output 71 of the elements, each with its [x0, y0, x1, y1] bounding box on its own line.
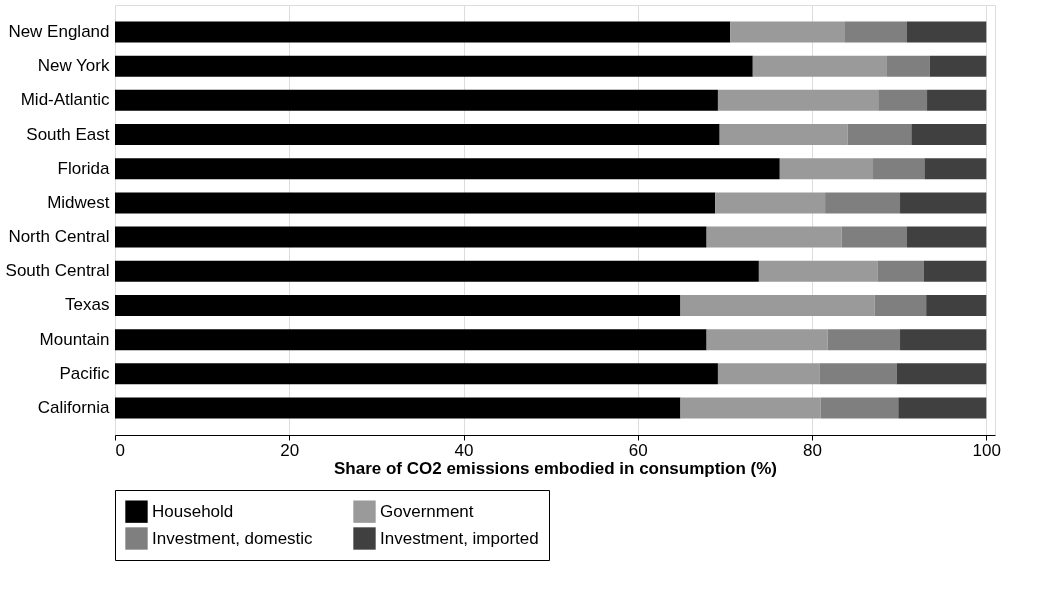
bar [706, 329, 828, 351]
bar [115, 158, 780, 180]
y-tick-label: Mountain [39, 329, 110, 349]
bar [820, 397, 899, 419]
y-tick-label: North Central [8, 227, 110, 247]
bar [877, 260, 924, 282]
bar [841, 226, 907, 248]
y-tick-label: New England [8, 22, 110, 41]
bar [878, 89, 928, 111]
bar [680, 294, 875, 316]
bar [924, 158, 987, 180]
bar [907, 21, 987, 43]
bar [115, 363, 718, 385]
bar [115, 21, 731, 43]
bar [923, 260, 987, 282]
bar [719, 124, 848, 146]
x-tick-label: 80 [803, 440, 822, 460]
x-tick-label: 20 [280, 440, 300, 460]
legend-label: Investment, imported [380, 528, 539, 548]
y-tick-label: Mid-Atlantic [20, 90, 110, 110]
bar [819, 363, 897, 385]
bar [927, 89, 987, 111]
bar [907, 226, 987, 248]
bar [752, 55, 887, 77]
y-tick-label: South Central [5, 261, 110, 281]
bar [779, 158, 874, 180]
bar [115, 397, 681, 419]
bar [715, 192, 826, 214]
y-tick-label: Texas [65, 295, 110, 315]
x-axis-title: Share of CO2 emissions embodied in consumption (%) [333, 458, 778, 478]
legend-label: Investment, domestic [152, 528, 314, 548]
bar [844, 21, 907, 43]
y-tick-label: California [37, 398, 111, 417]
bar [874, 294, 927, 316]
x-tick-label: 40 [454, 440, 474, 460]
bar [873, 158, 925, 180]
bar [730, 21, 845, 43]
y-tick-label: Florida [57, 158, 111, 178]
bar [115, 329, 707, 351]
x-tick-label: 0 [115, 440, 125, 460]
legend-label: Household [152, 501, 234, 521]
bar [896, 363, 987, 385]
y-tick-label: New York [37, 56, 110, 76]
bar [926, 294, 987, 316]
y-tick-label: Pacific [59, 363, 110, 383]
y-tick-label: Midwest [47, 192, 110, 212]
bar [825, 192, 901, 214]
x-tick-label: 100 [972, 440, 1001, 460]
x-tick-label: 60 [628, 440, 648, 460]
bar [115, 260, 759, 282]
bar [900, 329, 987, 351]
bar [115, 89, 718, 111]
bar [886, 55, 930, 77]
bar [911, 124, 987, 146]
legend-label: Government [380, 501, 474, 521]
y-tick-label: South East [26, 124, 110, 144]
bar [115, 124, 720, 146]
bar [717, 89, 879, 111]
bar [115, 192, 716, 214]
bar [827, 329, 901, 351]
bar [717, 363, 820, 385]
bar [680, 397, 821, 419]
bar [929, 55, 987, 77]
bar [115, 55, 753, 77]
bar [706, 226, 842, 248]
bar [115, 294, 681, 316]
bar [847, 124, 912, 146]
bar [898, 397, 987, 419]
bar [900, 192, 987, 214]
bar [758, 260, 878, 282]
bar [115, 226, 707, 248]
